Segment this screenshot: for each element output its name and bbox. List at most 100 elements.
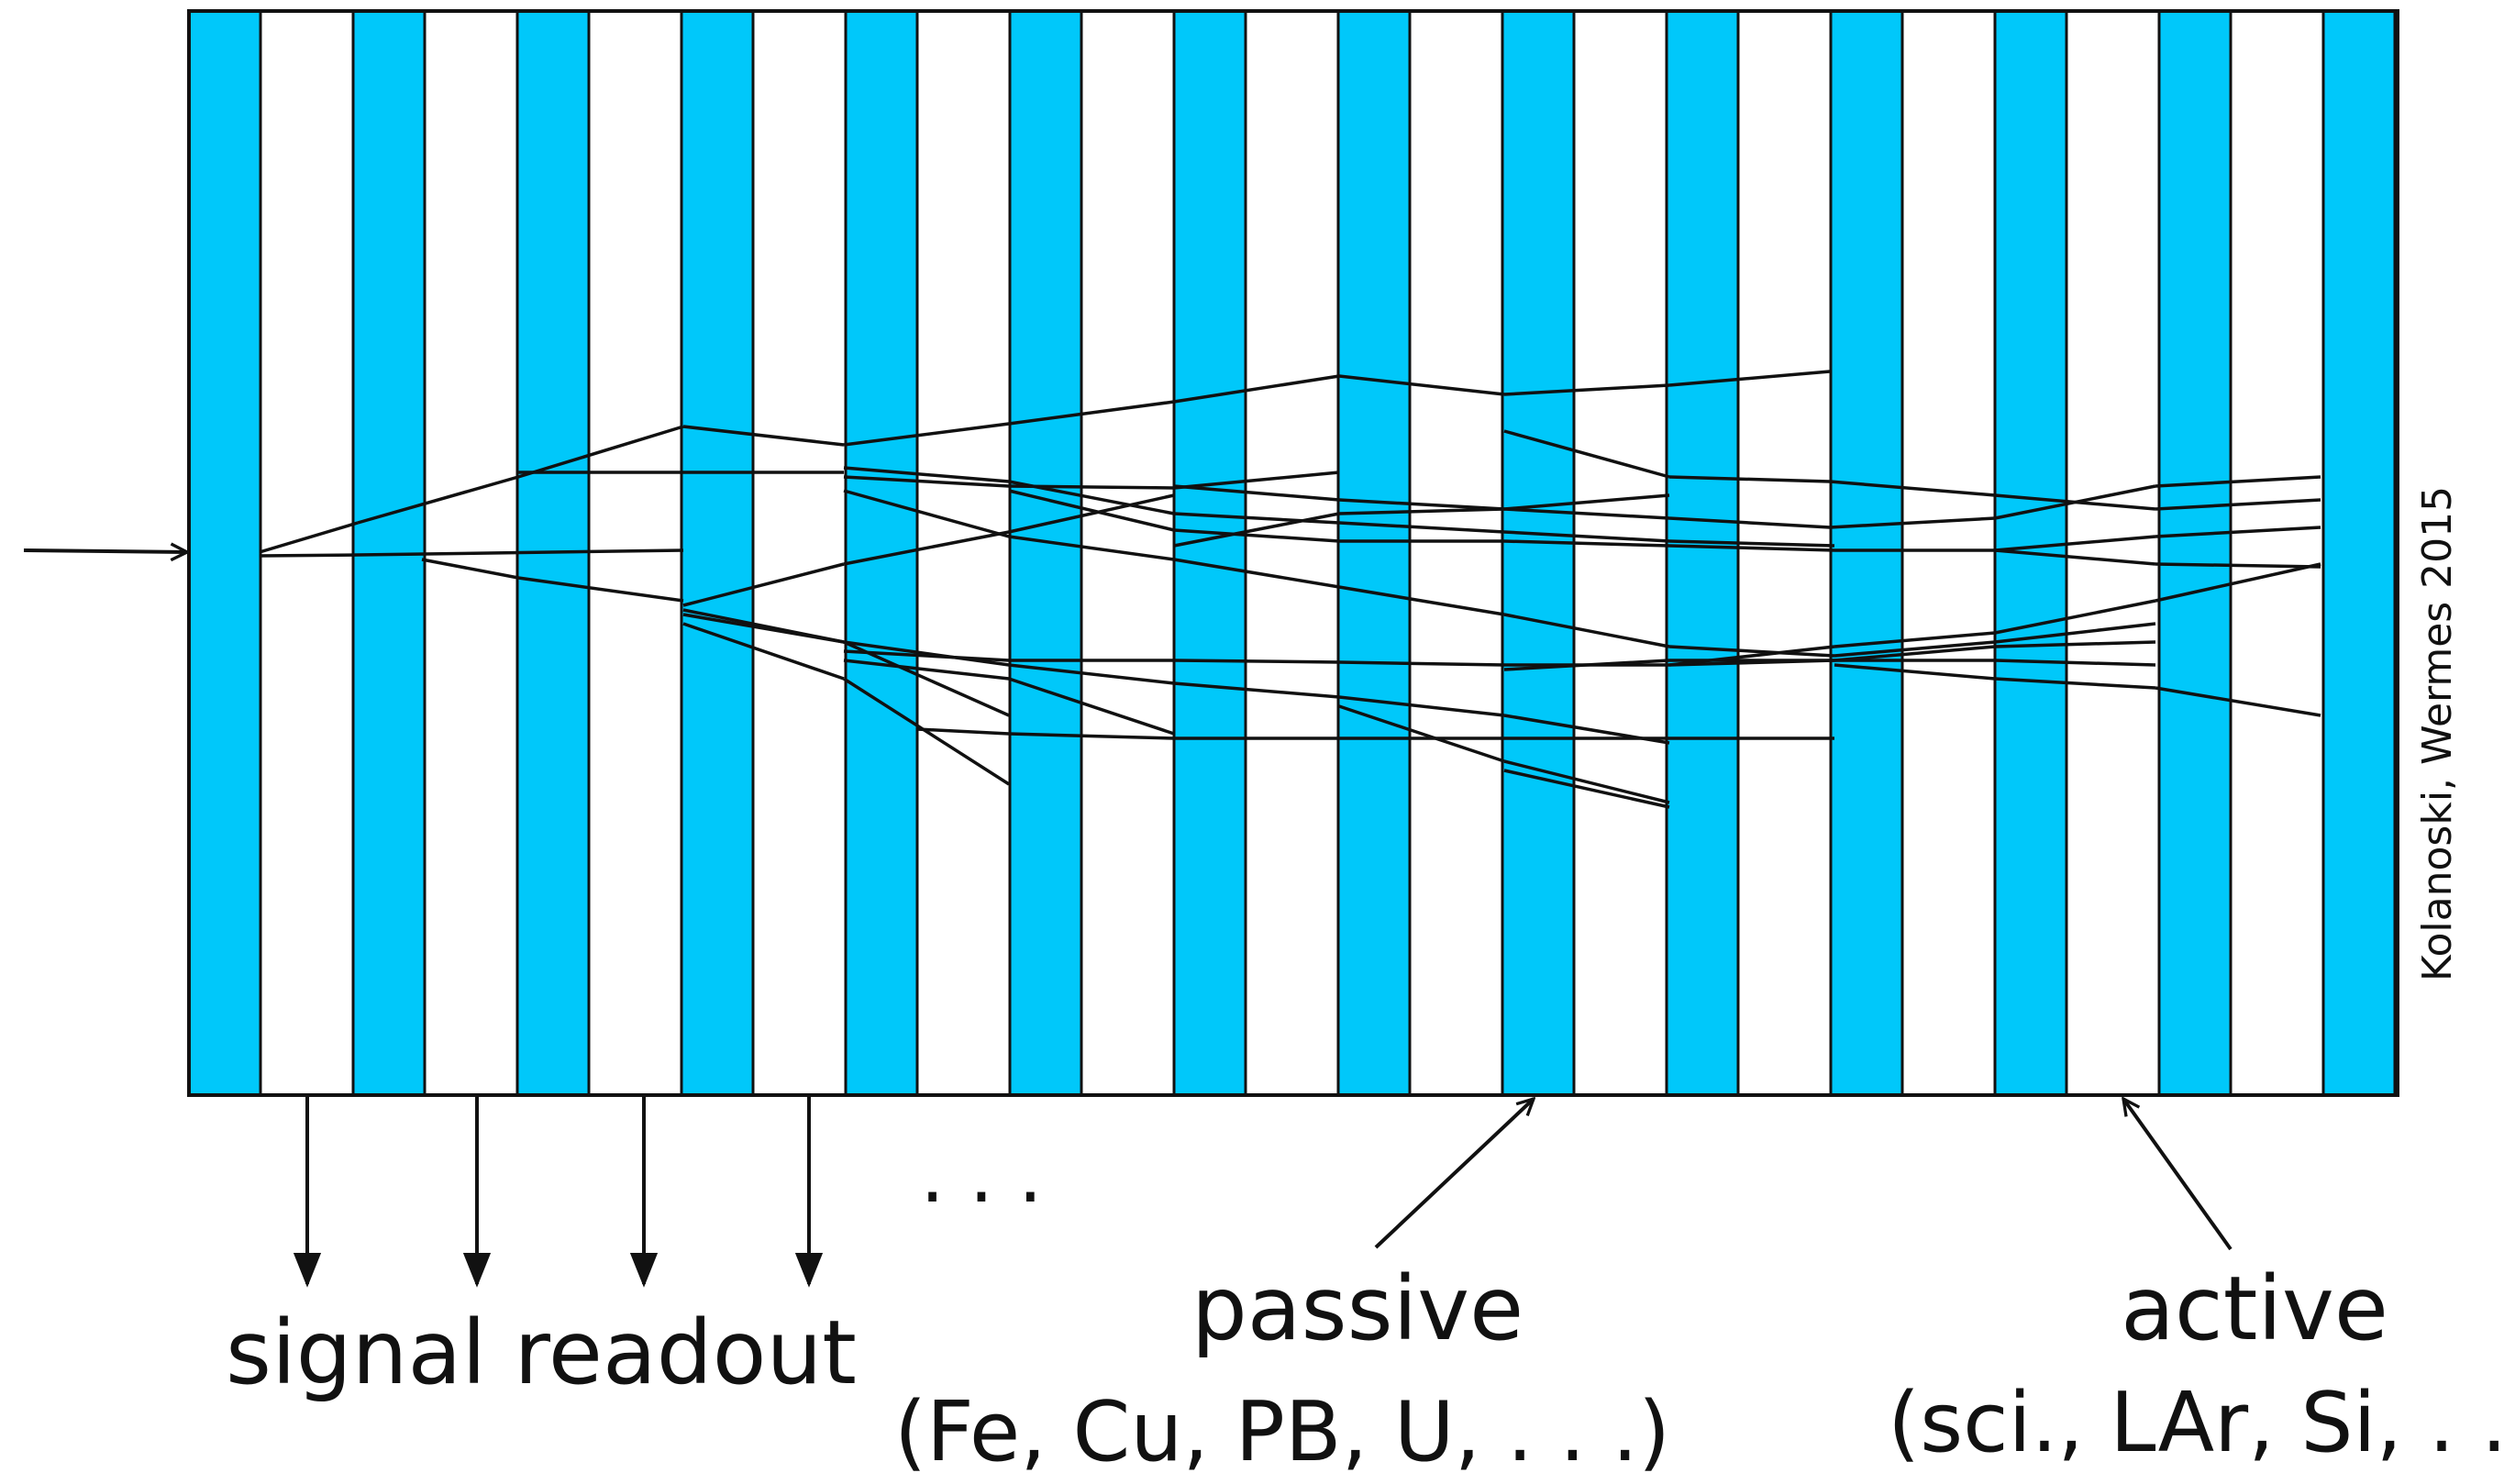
shower-track [682, 562, 845, 607]
shower-track [1834, 631, 1996, 648]
passive-layer [1408, 9, 1504, 1097]
shower-track [1994, 599, 2156, 635]
shower-track [2155, 498, 2321, 511]
shower-track [1668, 516, 1831, 529]
particle-shower [259, 370, 2321, 809]
shower-track [2155, 475, 2321, 488]
passive-layer [259, 9, 355, 1097]
shower-track [357, 475, 519, 525]
active-layer [1501, 9, 1576, 1097]
passive-layer [915, 9, 1012, 1097]
shower-track [1338, 507, 1505, 515]
shower-track [1503, 759, 1670, 804]
shower-track [421, 558, 519, 580]
shower-track [1338, 695, 1505, 717]
active-layer [2321, 9, 2397, 1097]
shower-track [1668, 645, 1835, 658]
shower-track [517, 425, 684, 479]
shower-track [1008, 663, 1175, 685]
credit-label: Kolanoski, Wermes 2015 [2414, 486, 2461, 981]
shower-track [1503, 383, 1670, 396]
active-layer [187, 9, 262, 1097]
passive-examples-label: (Fe, Cu, PB, U, . . .) [894, 1384, 1670, 1480]
shower-track [1503, 507, 1670, 520]
shower-track [1173, 512, 1340, 548]
shower-track [1008, 400, 1175, 426]
shower-track [1503, 659, 1670, 671]
shower-track [1994, 493, 2156, 511]
shower-track [1173, 374, 1340, 404]
shower-track [1008, 732, 1175, 740]
shower-track [843, 530, 1010, 566]
shower-track [2155, 562, 2321, 603]
shower-track [1829, 480, 1996, 497]
shower-track [682, 622, 845, 681]
shower-track [1008, 484, 1175, 490]
shower-track [843, 422, 1010, 447]
shower-track [1008, 493, 1175, 534]
shower-track [1008, 677, 1175, 736]
shower-track [1994, 548, 2156, 566]
shower-track [1994, 640, 2156, 648]
passive-layer [1736, 9, 1833, 1097]
shower-track [1829, 516, 1996, 529]
shower-track [1338, 704, 1505, 763]
shower-track [517, 576, 684, 603]
shower-track [843, 659, 1010, 681]
shower-track [1338, 374, 1505, 396]
signal-readout-arrows [293, 1095, 824, 1288]
shower-track [357, 548, 684, 557]
shower-track [1008, 489, 1175, 532]
active-layer [1008, 9, 1083, 1097]
active-examples-label: (sci., LAr, Si, . . .) [1888, 1375, 2504, 1471]
shower-track [1173, 558, 1340, 589]
shower-track [682, 425, 845, 447]
signal-readout-label: signal readout [226, 1301, 857, 1404]
shower-track [1834, 645, 1996, 662]
active-layer [2157, 9, 2233, 1097]
shower-track [1503, 493, 1670, 511]
active-pointer-arrow [2123, 1099, 2233, 1251]
shower-track [682, 613, 845, 644]
shower-track [843, 466, 1010, 483]
active-layer [1829, 9, 1904, 1097]
shower-track [259, 553, 359, 558]
shower-track [1994, 535, 2156, 552]
active-layer [1172, 9, 1247, 1097]
shower-track [1503, 429, 1670, 479]
shower-track [1338, 585, 1505, 616]
passive-label: passive [1191, 1257, 1523, 1360]
active-layer [680, 9, 755, 1097]
passive-layer [751, 9, 848, 1097]
shower-track [843, 489, 1010, 538]
passive-layer [1572, 9, 1668, 1097]
shower-track [1668, 544, 1835, 552]
shower-track [1173, 528, 1340, 543]
shower-track [1503, 769, 1670, 809]
shower-track [1173, 471, 1340, 490]
passive-layer [2065, 9, 2161, 1097]
shower-track [1668, 539, 1835, 548]
shower-track [2155, 686, 2321, 717]
shower-track [843, 677, 1010, 786]
shower-track [1338, 521, 1505, 534]
shower-track [1834, 640, 1996, 658]
shower-track [1503, 530, 1670, 543]
shower-track [1173, 681, 1340, 699]
shower-track [843, 640, 1010, 717]
passive-layer [1900, 9, 1997, 1097]
shower-track [1834, 663, 1996, 681]
shower-track [259, 521, 359, 554]
shower-track [1994, 659, 2156, 667]
active-layer [1336, 9, 1412, 1097]
passive-layer [2229, 9, 2325, 1097]
shower-track [1338, 660, 1505, 667]
ellipsis-label: . . . [920, 1130, 1043, 1220]
shower-track [1503, 539, 1670, 548]
incoming-particle-arrow [23, 550, 187, 552]
passive-layer [1244, 9, 1340, 1097]
shower-track [843, 640, 1010, 667]
passive-layer [587, 9, 683, 1097]
shower-track [843, 475, 1010, 488]
